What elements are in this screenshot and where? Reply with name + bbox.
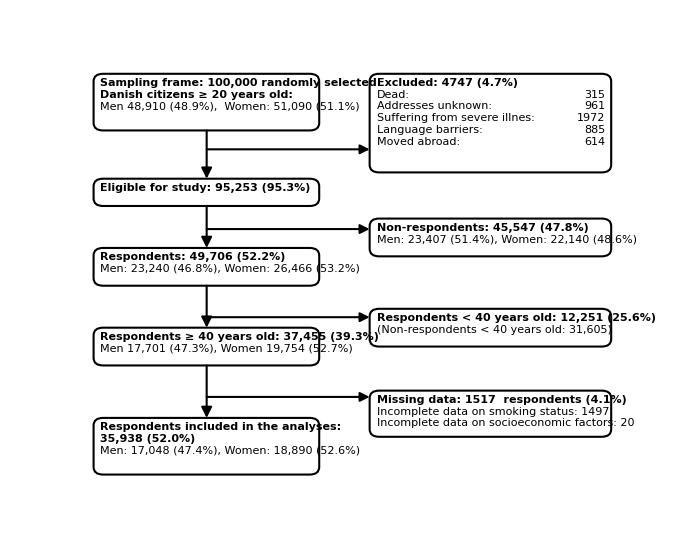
Text: Respondents < 40 years old: 12,251 (25.6%): Respondents < 40 years old: 12,251 (25.6… [377,313,656,323]
FancyBboxPatch shape [94,328,319,366]
Text: Addresses unknown:: Addresses unknown: [377,101,492,112]
FancyBboxPatch shape [94,74,319,130]
Text: Missing data: 1517  respondents (4.1%): Missing data: 1517 respondents (4.1%) [377,395,626,405]
Text: 885: 885 [584,125,606,135]
Text: Men 48,910 (48.9%),  Women: 51,090 (51.1%): Men 48,910 (48.9%), Women: 51,090 (51.1%… [101,101,360,112]
Text: (Non-respondents < 40 years old: 31,605): (Non-respondents < 40 years old: 31,605) [377,325,612,335]
Text: 1972: 1972 [577,113,606,123]
Text: Excluded: 4747 (4.7%): Excluded: 4747 (4.7%) [377,78,518,88]
FancyBboxPatch shape [94,179,319,206]
FancyBboxPatch shape [94,248,319,286]
Text: 315: 315 [585,90,606,100]
Text: Men: 23,240 (46.8%), Women: 26,466 (53.2%): Men: 23,240 (46.8%), Women: 26,466 (53.2… [101,264,360,274]
Text: Respondents: 49,706 (52.2%): Respondents: 49,706 (52.2%) [101,252,286,262]
Text: Danish citizens ≥ 20 years old:: Danish citizens ≥ 20 years old: [101,90,293,100]
Text: Respondents ≥ 40 years old: 37,455 (39.3%): Respondents ≥ 40 years old: 37,455 (39.3… [101,332,379,342]
FancyBboxPatch shape [370,309,611,347]
Text: 961: 961 [584,101,606,112]
Text: Language barriers:: Language barriers: [377,125,482,135]
Text: Sampling frame: 100,000 randomly selected: Sampling frame: 100,000 randomly selecte… [101,78,377,88]
Text: Eligible for study: 95,253 (95.3%): Eligible for study: 95,253 (95.3%) [101,183,311,193]
Text: Incomplete data on smoking status: 1497: Incomplete data on smoking status: 1497 [377,407,609,416]
Text: 614: 614 [584,137,606,147]
FancyBboxPatch shape [370,74,611,172]
Text: Suffering from severe illnes:: Suffering from severe illnes: [377,113,534,123]
Text: Moved abroad:: Moved abroad: [377,137,460,147]
FancyBboxPatch shape [94,418,319,475]
Text: Men: 17,048 (47.4%), Women: 18,890 (52.6%): Men: 17,048 (47.4%), Women: 18,890 (52.6… [101,446,360,456]
Text: Respondents included in the analyses:: Respondents included in the analyses: [101,422,342,432]
FancyBboxPatch shape [370,391,611,437]
FancyBboxPatch shape [370,219,611,256]
Text: Incomplete data on socioeconomic factors: 20: Incomplete data on socioeconomic factors… [377,419,634,428]
Text: Dead:: Dead: [377,90,410,100]
Text: Men 17,701 (47.3%), Women 19,754 (52.7%): Men 17,701 (47.3%), Women 19,754 (52.7%) [101,344,353,354]
Text: Men: 23,407 (51.4%), Women: 22,140 (48.6%): Men: 23,407 (51.4%), Women: 22,140 (48.6… [377,234,636,245]
Text: 35,938 (52.0%): 35,938 (52.0%) [101,434,196,444]
Text: Non-respondents: 45,547 (47.8%): Non-respondents: 45,547 (47.8%) [377,223,588,233]
